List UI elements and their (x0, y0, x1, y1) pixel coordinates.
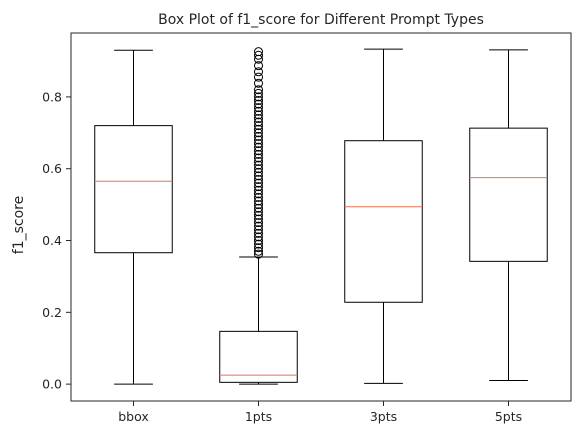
y-tick-label: 0.8 (42, 89, 62, 104)
outlier-point (254, 99, 263, 109)
outlier-point (254, 113, 263, 123)
outlier-point (254, 246, 263, 256)
x-tick-label: 3pts (370, 409, 397, 424)
outlier-point (254, 142, 263, 152)
outlier-point (254, 210, 263, 220)
iqr-box (94, 125, 173, 254)
iqr-box (344, 140, 423, 303)
x-tick-label: 5pts (495, 409, 522, 424)
y-tick-label: 0.2 (42, 305, 62, 320)
outlier-point (254, 92, 263, 102)
outlier-point (254, 185, 263, 195)
x-tick-label: 1pts (245, 409, 272, 424)
box-bbox (94, 49, 173, 385)
iqr-box (469, 127, 548, 262)
outlier-point (254, 85, 263, 95)
y-tick-label: 0.0 (42, 377, 62, 392)
y-tick-label: 0.4 (42, 233, 62, 248)
outlier-point (254, 225, 263, 235)
chart-title: Box Plot of f1_score for Different Promp… (158, 12, 484, 28)
y-tick-label: 0.6 (42, 161, 62, 176)
outlier-point (254, 153, 263, 163)
outlier-point (254, 72, 263, 82)
outlier-point (254, 157, 263, 167)
iqr-box (219, 330, 298, 383)
outlier-point (254, 203, 263, 213)
outlier-point (254, 124, 263, 134)
outlier-point (254, 121, 263, 131)
outlier-point (254, 61, 263, 71)
outlier-point (254, 228, 263, 238)
box-5pts (469, 49, 548, 382)
outlier-point (254, 196, 263, 206)
outlier-point (254, 95, 263, 105)
outlier-point (254, 239, 263, 249)
box-1pts (219, 47, 298, 385)
outlier-point (254, 50, 263, 60)
outlier-point (254, 174, 263, 184)
y-axis-label: f1_score (11, 196, 27, 254)
outlier-point (254, 78, 263, 88)
outlier-point (254, 189, 263, 199)
outlier-point (254, 110, 263, 120)
outlier-point (254, 106, 263, 116)
outlier-point (254, 167, 263, 177)
outlier-point (254, 192, 263, 202)
outlier-point (254, 182, 263, 192)
x-axis: bbox 1pts 3pts 5pts (118, 401, 522, 424)
outlier-point (254, 218, 263, 228)
outlier-point (254, 128, 263, 138)
outlier-point (254, 54, 263, 64)
plot-area-frame (70, 32, 572, 402)
outlier-point (254, 214, 263, 224)
outlier-point (254, 103, 263, 113)
outlier-point (254, 221, 263, 231)
outlier-point (254, 171, 263, 181)
outlier-point (254, 117, 263, 127)
outlier-point (254, 236, 263, 246)
outlier-point (254, 232, 263, 242)
outlier-point (254, 135, 263, 145)
outlier-point (254, 160, 263, 170)
box-3pts (344, 48, 423, 384)
outlier-point (254, 178, 263, 188)
outlier-point (254, 149, 263, 159)
x-tick-label: bbox (118, 409, 149, 424)
outlier-point (254, 146, 263, 156)
boxes-group (94, 47, 548, 385)
outlier-point (254, 243, 263, 253)
outlier-point (254, 164, 263, 174)
outlier-point (254, 88, 263, 98)
outlier-point (254, 67, 263, 77)
outlier-point (254, 207, 263, 217)
outlier-point (254, 139, 263, 149)
y-axis: 0.0 0.2 0.4 0.6 0.8 (42, 89, 71, 392)
outlier-point (254, 131, 263, 141)
outlier-point (254, 249, 263, 259)
outlier-point (254, 200, 263, 210)
